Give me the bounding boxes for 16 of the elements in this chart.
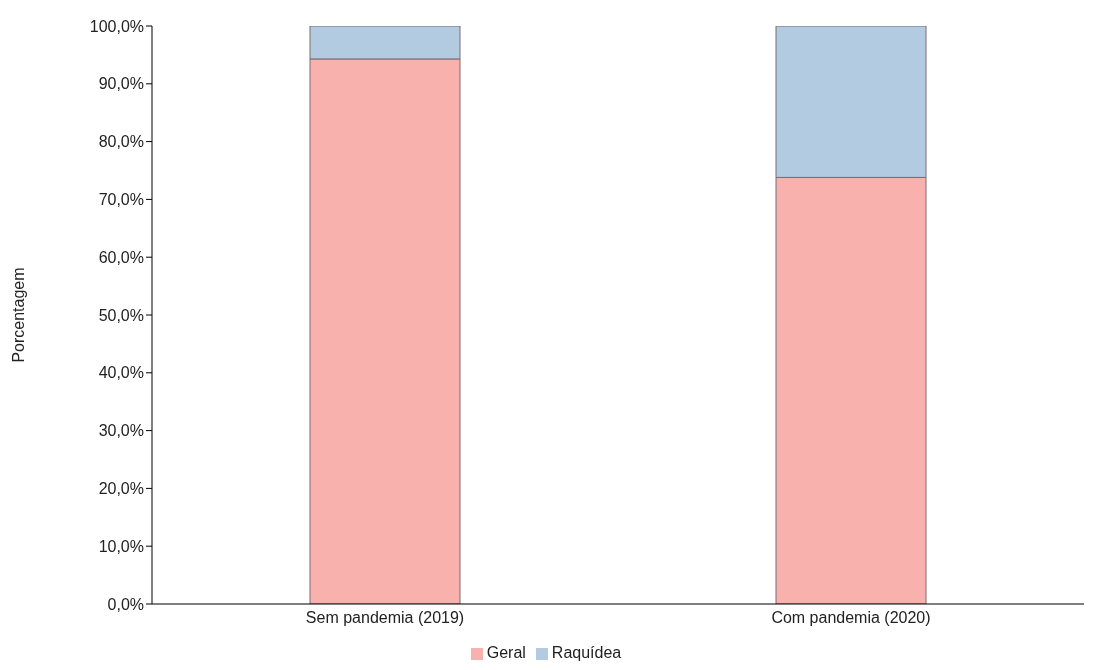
y-tick-label: 40,0% xyxy=(98,364,144,382)
y-tick-label: 0,0% xyxy=(107,595,144,613)
legend-label: Raquídea xyxy=(551,644,622,661)
y-tick-label: 100,0% xyxy=(89,17,144,35)
y-tick-label: 90,0% xyxy=(98,75,144,93)
y-tick-label: 50,0% xyxy=(98,306,144,324)
legend-label: Geral xyxy=(486,644,526,661)
y-tick-label: 70,0% xyxy=(98,191,144,209)
y-tick-label: 80,0% xyxy=(98,133,144,151)
y-axis-title: Porcentagem xyxy=(9,267,27,363)
y-tick-label: 20,0% xyxy=(98,480,144,498)
x-tick-label: Sem pandemia (2019) xyxy=(305,609,465,627)
y-tick-label: 30,0% xyxy=(98,422,144,440)
x-tick-label: Com pandemia (2020) xyxy=(771,609,931,627)
y-tick-label: 60,0% xyxy=(98,248,144,266)
y-tick-label: 10,0% xyxy=(98,537,144,555)
